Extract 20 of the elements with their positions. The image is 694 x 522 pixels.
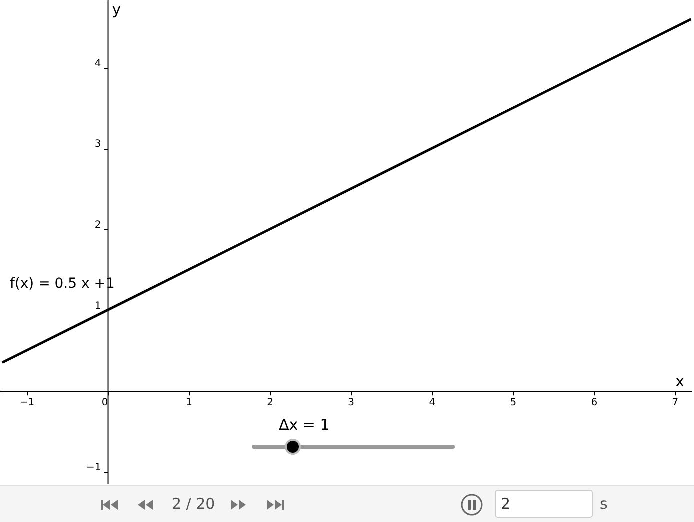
y-tick-label: 2 xyxy=(94,220,102,231)
annotation: Δx = 1 xyxy=(279,416,330,434)
x-tick-label: −1 xyxy=(20,398,35,409)
x-tick-label: 0 xyxy=(102,398,108,409)
x-tick-label: 5 xyxy=(510,398,517,409)
y-tick-label: −1 xyxy=(86,462,102,474)
y-axis-title: y xyxy=(112,0,122,18)
x-axis-title: x xyxy=(676,372,685,391)
text: s xyxy=(600,495,608,513)
x-tick-label: 2 xyxy=(267,398,274,409)
x-tick-label: 7 xyxy=(672,398,679,409)
y-tick-label: 1 xyxy=(94,300,102,312)
y-tick-label: 4 xyxy=(94,58,102,70)
text: 2 / 20 xyxy=(172,495,216,513)
text: 2 xyxy=(501,495,511,513)
x-tick-label: 6 xyxy=(591,398,598,409)
x-tick-label: 1 xyxy=(186,398,192,409)
x-tick-label: 4 xyxy=(429,398,436,409)
y-tick-label: 3 xyxy=(94,139,102,150)
x-tick-label: 3 xyxy=(348,398,355,409)
